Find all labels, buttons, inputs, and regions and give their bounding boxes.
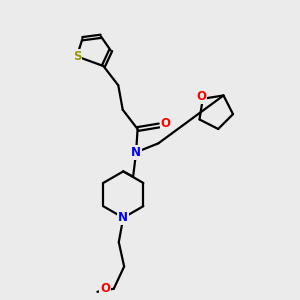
Text: N: N bbox=[118, 211, 128, 224]
Text: S: S bbox=[73, 50, 81, 63]
Text: O: O bbox=[196, 90, 206, 103]
Text: N: N bbox=[131, 146, 141, 159]
Text: O: O bbox=[160, 118, 170, 130]
Text: O: O bbox=[100, 282, 110, 295]
